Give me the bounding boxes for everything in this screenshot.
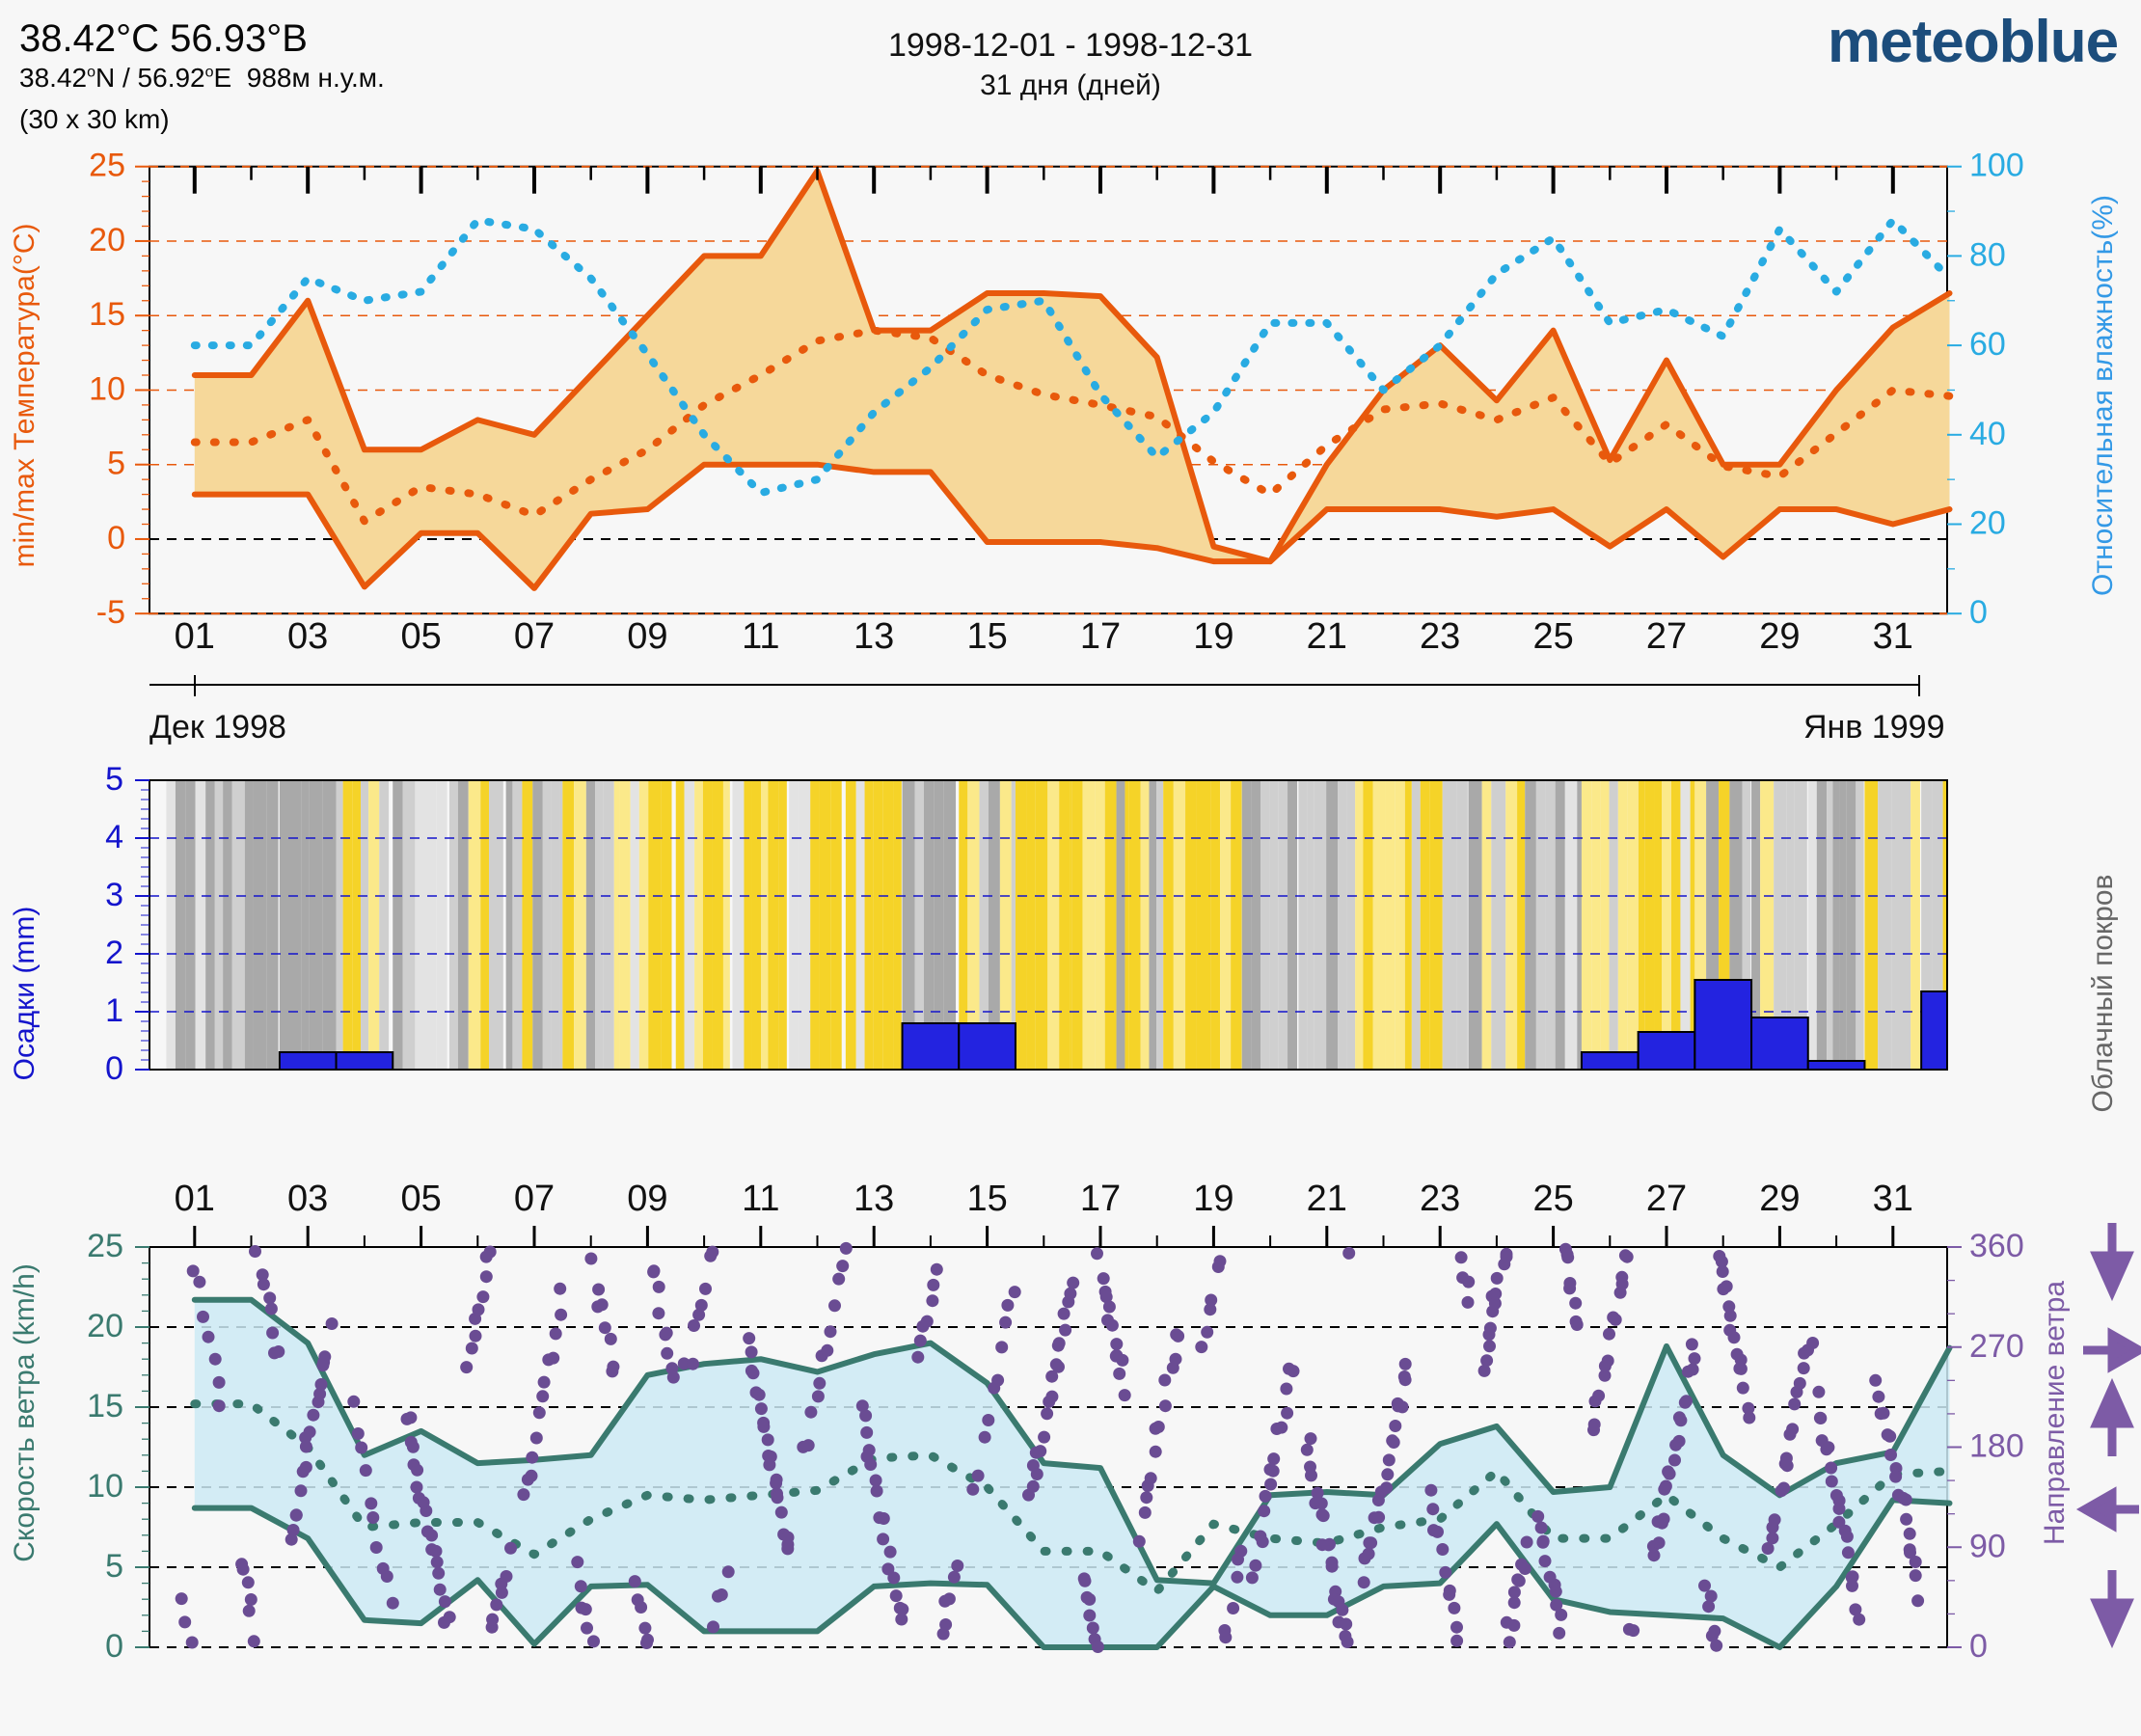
svg-text:17: 17 bbox=[1080, 616, 1121, 657]
svg-text:25: 25 bbox=[1532, 1179, 1573, 1219]
svg-text:25: 25 bbox=[89, 148, 125, 184]
svg-text:10: 10 bbox=[87, 1468, 123, 1505]
svg-text:20: 20 bbox=[89, 222, 125, 258]
svg-text:25: 25 bbox=[1532, 616, 1573, 657]
svg-text:-5: -5 bbox=[96, 594, 125, 631]
svg-text:13: 13 bbox=[854, 616, 894, 657]
svg-text:4: 4 bbox=[105, 819, 123, 855]
svg-text:1: 1 bbox=[105, 992, 123, 1029]
svg-text:80: 80 bbox=[1969, 236, 2006, 273]
svg-text:05: 05 bbox=[400, 1179, 441, 1219]
svg-text:0: 0 bbox=[1969, 1628, 1988, 1659]
svg-text:01: 01 bbox=[175, 616, 215, 657]
svg-text:20: 20 bbox=[87, 1308, 123, 1344]
svg-text:05: 05 bbox=[400, 616, 441, 657]
svg-text:27: 27 bbox=[1646, 616, 1687, 657]
svg-text:07: 07 bbox=[514, 1179, 555, 1219]
svg-text:0: 0 bbox=[105, 1050, 123, 1087]
svg-text:19: 19 bbox=[1193, 616, 1233, 657]
svg-text:0: 0 bbox=[107, 520, 125, 556]
svg-text:15: 15 bbox=[966, 1179, 1007, 1219]
svg-text:Облачный покров: Облачный покров bbox=[2087, 875, 2119, 1113]
svg-text:03: 03 bbox=[287, 616, 328, 657]
svg-text:100: 100 bbox=[1969, 148, 2024, 184]
svg-text:180: 180 bbox=[1969, 1428, 2024, 1465]
svg-text:03: 03 bbox=[287, 1179, 328, 1219]
svg-text:21: 21 bbox=[1307, 1179, 1347, 1219]
svg-text:360: 360 bbox=[1969, 1228, 2024, 1264]
svg-text:11: 11 bbox=[742, 1179, 779, 1219]
svg-text:Осадки (mm): Осадки (mm) bbox=[9, 907, 41, 1081]
svg-text:19: 19 bbox=[1193, 1179, 1233, 1219]
svg-text:09: 09 bbox=[627, 1179, 667, 1219]
svg-text:29: 29 bbox=[1759, 1179, 1800, 1219]
svg-text:29: 29 bbox=[1759, 616, 1800, 657]
svg-text:Направление ветра: Направление ветра bbox=[2039, 1281, 2071, 1545]
svg-text:Дек 1998: Дек 1998 bbox=[149, 709, 286, 746]
svg-text:07: 07 bbox=[514, 616, 555, 657]
svg-text:0: 0 bbox=[1969, 594, 1988, 631]
svg-text:40: 40 bbox=[1969, 416, 2006, 452]
svg-text:01: 01 bbox=[175, 1179, 215, 1219]
svg-text:23: 23 bbox=[1420, 1179, 1460, 1219]
svg-text:270: 270 bbox=[1969, 1328, 2024, 1365]
svg-text:5: 5 bbox=[105, 762, 123, 798]
svg-text:Скорость ветра (km/h): Скорость ветра (km/h) bbox=[9, 1263, 41, 1562]
svg-text:0: 0 bbox=[105, 1628, 123, 1659]
svg-text:3: 3 bbox=[105, 877, 123, 913]
svg-text:23: 23 bbox=[1420, 616, 1460, 657]
svg-text:27: 27 bbox=[1646, 1179, 1687, 1219]
svg-text:31: 31 bbox=[1873, 616, 1913, 657]
svg-text:5: 5 bbox=[107, 446, 125, 482]
svg-text:17: 17 bbox=[1080, 1179, 1121, 1219]
svg-text:Относительная влажность(%): Относительная влажность(%) bbox=[2087, 195, 2119, 596]
svg-text:09: 09 bbox=[627, 616, 667, 657]
svg-text:min/max Температура(°C): min/max Температура(°C) bbox=[9, 223, 41, 567]
svg-text:Янв 1999: Янв 1999 bbox=[1803, 709, 1944, 746]
svg-text:15: 15 bbox=[87, 1388, 123, 1424]
svg-text:15: 15 bbox=[966, 616, 1007, 657]
svg-text:11: 11 bbox=[742, 616, 779, 657]
svg-text:13: 13 bbox=[854, 1179, 894, 1219]
svg-text:5: 5 bbox=[105, 1548, 123, 1585]
svg-text:10: 10 bbox=[89, 370, 125, 407]
svg-text:60: 60 bbox=[1969, 326, 2006, 363]
svg-text:90: 90 bbox=[1969, 1528, 2006, 1564]
svg-text:15: 15 bbox=[89, 296, 125, 333]
svg-text:21: 21 bbox=[1307, 616, 1347, 657]
svg-text:2: 2 bbox=[105, 935, 123, 971]
svg-text:25: 25 bbox=[87, 1228, 123, 1264]
svg-text:20: 20 bbox=[1969, 505, 2006, 542]
svg-text:31: 31 bbox=[1873, 1179, 1913, 1219]
